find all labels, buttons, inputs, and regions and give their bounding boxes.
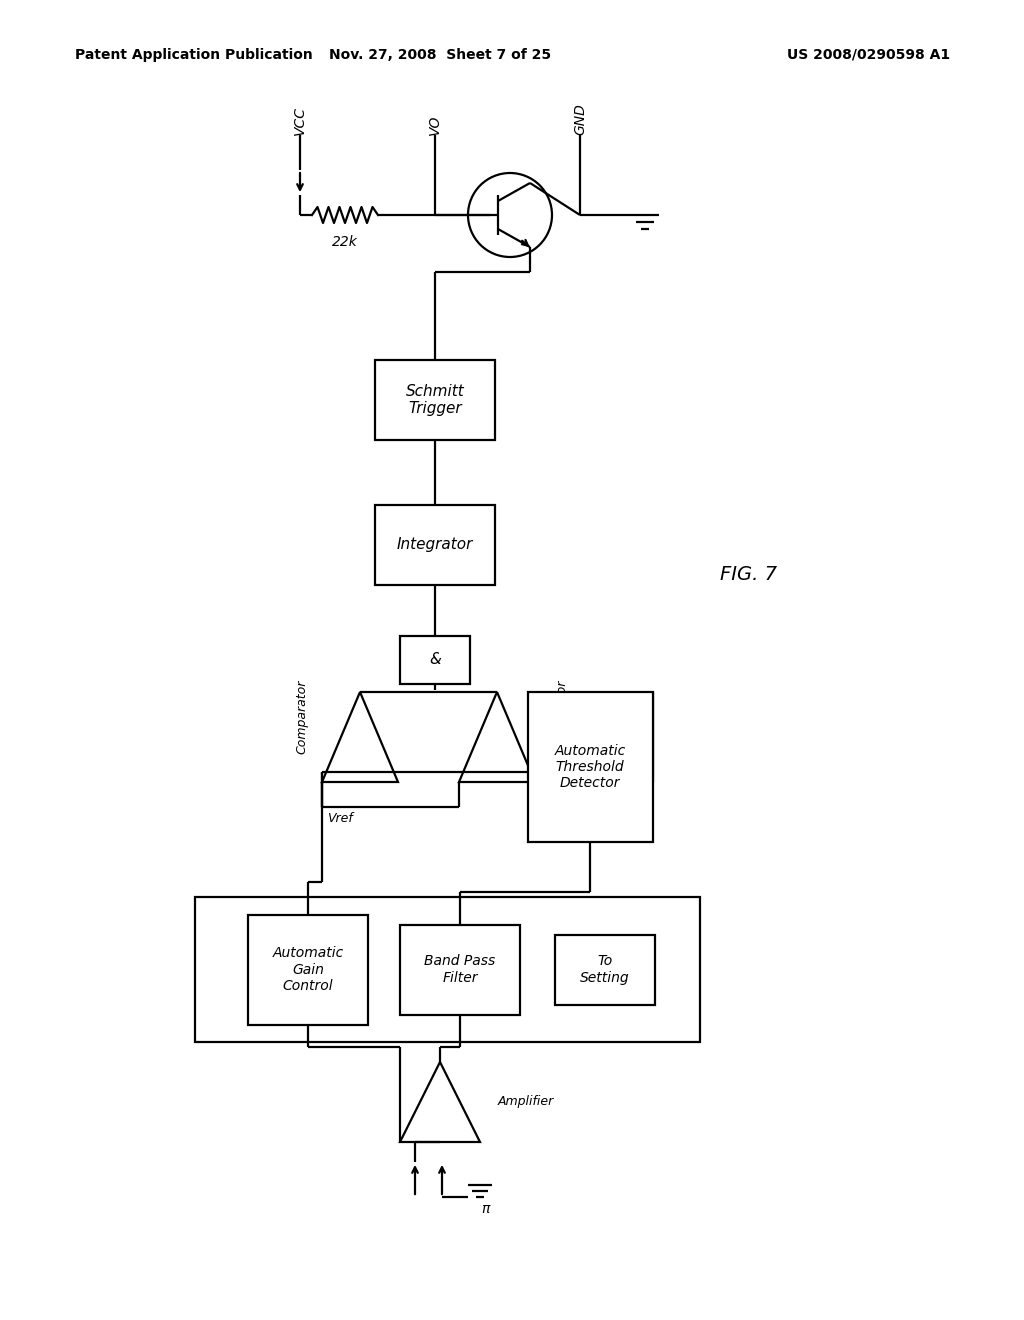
Text: Comparator: Comparator [296, 680, 308, 754]
Text: GND: GND [573, 103, 587, 135]
Text: Comparator: Comparator [555, 680, 568, 754]
Text: Vref: Vref [327, 812, 352, 825]
Text: Amplifier: Amplifier [498, 1096, 554, 1109]
Text: Automatic
Gain
Control: Automatic Gain Control [272, 946, 344, 993]
Bar [248, 915, 368, 1024]
Text: To
Setting: To Setting [581, 954, 630, 985]
Text: Nov. 27, 2008  Sheet 7 of 25: Nov. 27, 2008 Sheet 7 of 25 [329, 48, 551, 62]
Text: Schmitt
Trigger: Schmitt Trigger [406, 384, 464, 416]
Text: US 2008/0290598 A1: US 2008/0290598 A1 [786, 48, 950, 62]
Text: Integrator: Integrator [397, 537, 473, 553]
Bar [400, 924, 520, 1015]
Bar [555, 935, 655, 1005]
Bar [195, 898, 700, 1041]
Bar [375, 360, 495, 440]
Text: Band Pass
Filter: Band Pass Filter [424, 954, 496, 985]
Text: VCC: VCC [293, 106, 307, 135]
Bar [400, 636, 470, 684]
Text: FIG. 7: FIG. 7 [720, 565, 777, 585]
Text: 22k: 22k [332, 235, 357, 249]
Bar [527, 692, 652, 842]
Text: π: π [481, 1203, 489, 1216]
Text: VO: VO [428, 115, 442, 135]
Bar [375, 506, 495, 585]
Text: Patent Application Publication: Patent Application Publication [75, 48, 312, 62]
Text: Automatic
Threshold
Detector: Automatic Threshold Detector [554, 743, 626, 791]
Text: &: & [429, 652, 441, 668]
